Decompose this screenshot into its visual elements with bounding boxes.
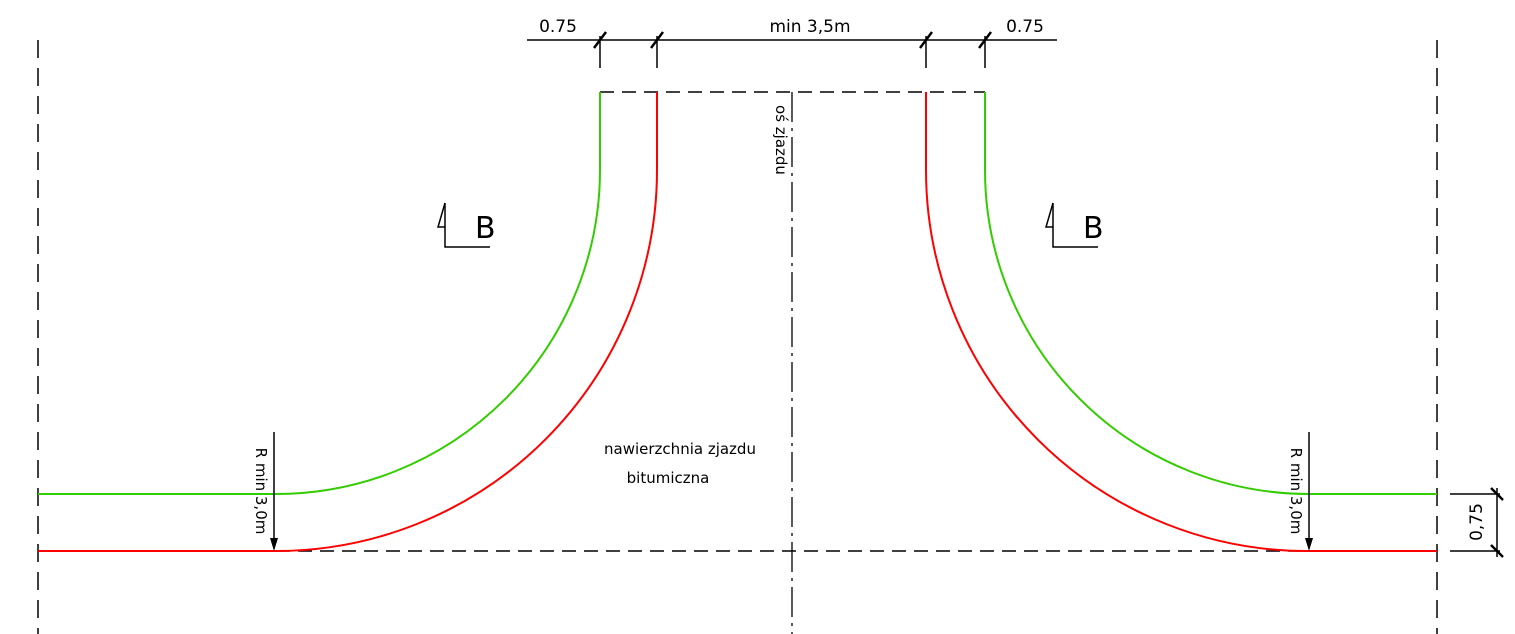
top-dimension (527, 31, 1057, 68)
section-marker-right (1045, 202, 1098, 248)
section-label-right: B (1083, 211, 1104, 246)
right-dimension (1450, 487, 1504, 558)
axis-label: oś zjazdu (772, 105, 790, 175)
dim-top-left: 0.75 (539, 17, 577, 37)
section-marker-left (437, 202, 490, 248)
radius-arrow-right (1305, 432, 1313, 551)
radius-arrow-left (270, 432, 278, 551)
radius-label-right: R min 3,0m (1287, 448, 1305, 535)
surface-label-line1: nawierzchnia zjazdu (604, 440, 756, 458)
inner-edge-right (925, 92, 1437, 552)
outer-edge-left (38, 92, 601, 495)
section-label-left: B (475, 211, 496, 246)
inner-edge-left (38, 92, 658, 552)
dim-top-center: min 3,5m (769, 17, 850, 37)
dim-top-right: 0.75 (1006, 17, 1044, 37)
radius-label-left: R min 3,0m (252, 448, 270, 535)
outer-edge-right (984, 92, 1437, 495)
dim-right-side: 0,75 (1467, 503, 1487, 541)
surface-label-line2: bitumiczna (627, 469, 710, 487)
